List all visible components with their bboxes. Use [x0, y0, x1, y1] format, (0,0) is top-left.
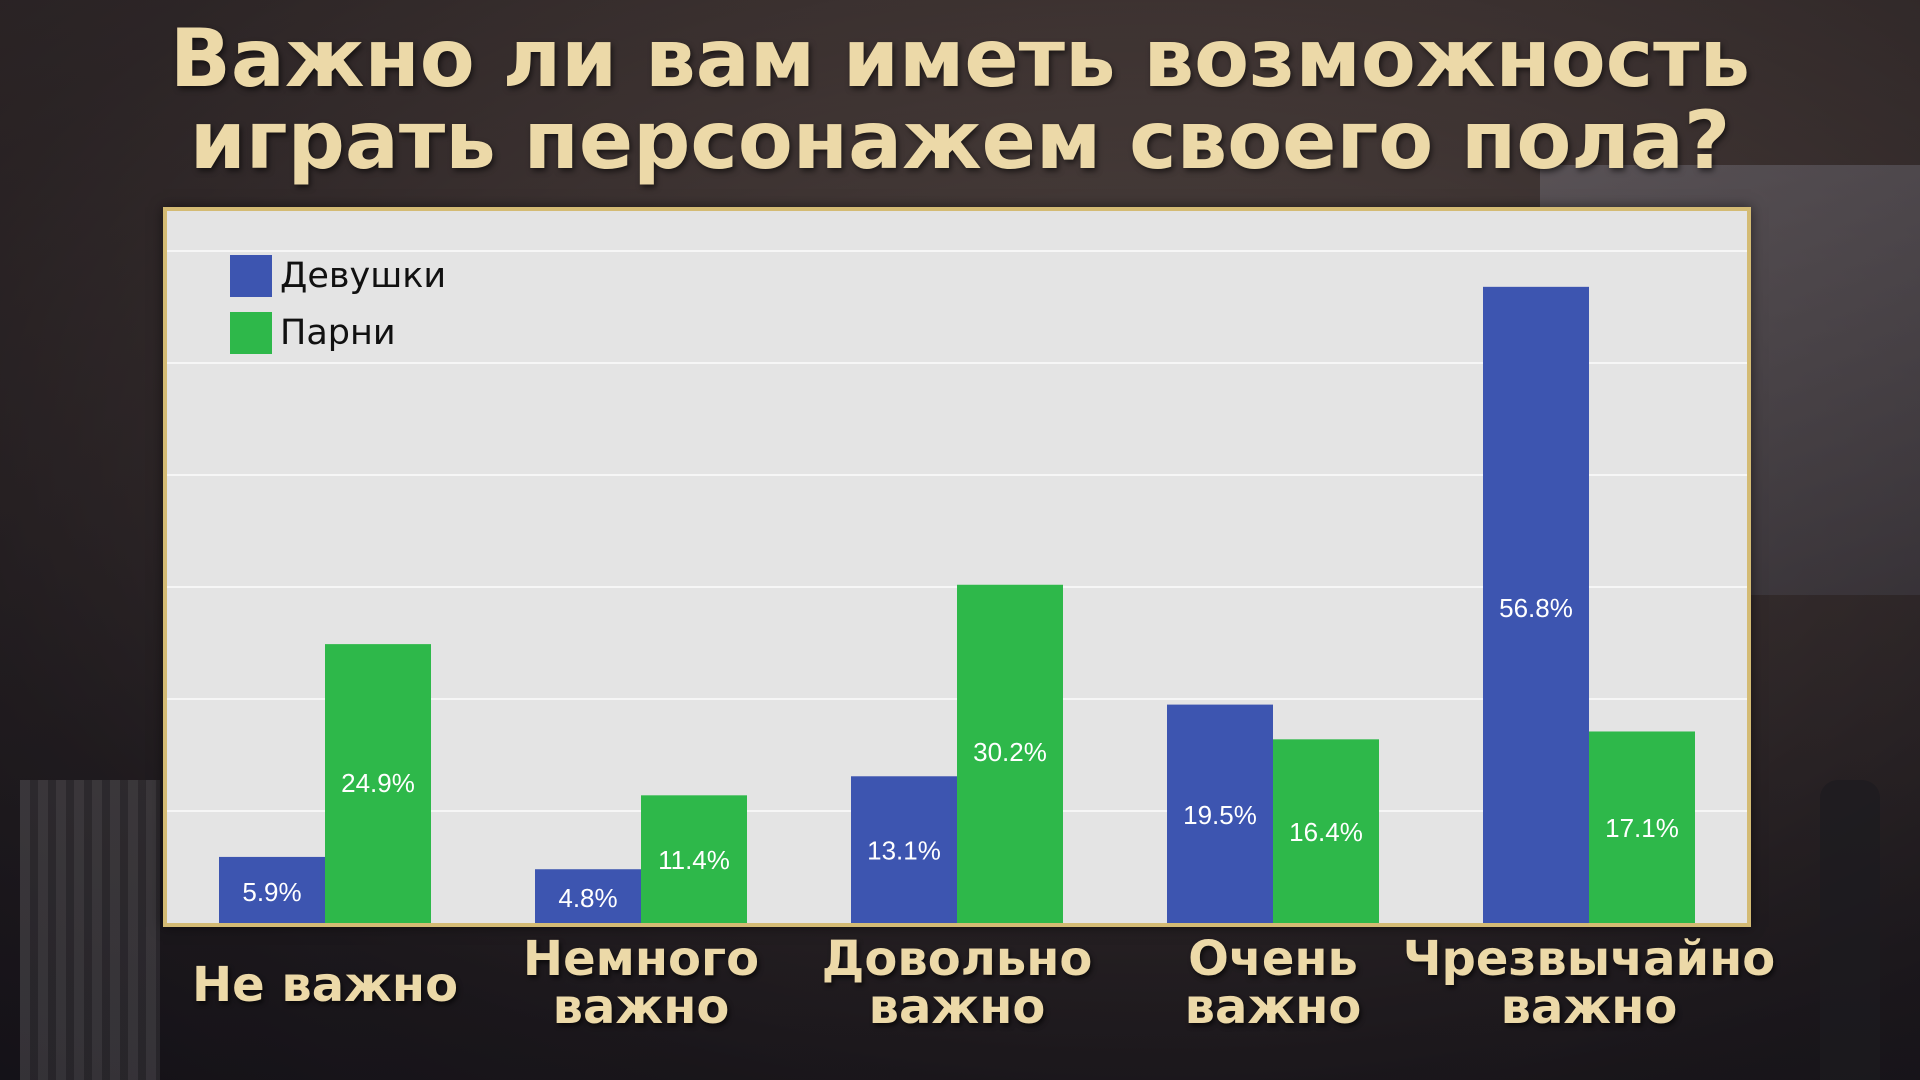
bar-girls-1	[535, 869, 641, 923]
data-label-girls-4: 56.8%	[1499, 593, 1573, 623]
data-label-girls-3: 19.5%	[1183, 800, 1257, 830]
category-label-1-line-1: важно	[552, 979, 730, 1035]
data-label-girls-1: 4.8%	[558, 883, 617, 913]
data-label-boys-3: 16.4%	[1289, 817, 1363, 847]
category-label-4-line-1: важно	[1500, 979, 1678, 1035]
bar-girls-0	[219, 856, 325, 923]
data-label-girls-2: 13.1%	[867, 836, 941, 866]
category-label-4: Чрезвычайно важно	[1399, 935, 1779, 1031]
legend: Девушки Парни	[230, 255, 446, 369]
category-axis-labels: Не важно Немного важно Довольно важно Очень ва…	[0, 935, 1920, 1065]
background-microphone	[1820, 780, 1880, 1080]
category-label-2-line-0: Довольно	[821, 931, 1093, 987]
category-label-1: Немного важно	[451, 935, 831, 1031]
data-label-boys-0: 24.9%	[341, 768, 415, 798]
category-label-3-line-1: важно	[1184, 979, 1362, 1035]
background-radiator	[20, 780, 160, 1080]
legend-label-girls: Девушки	[280, 256, 447, 296]
chart-title-line-1: Важно ли вам иметь возможность	[169, 12, 1751, 105]
category-label-3: Очень важно	[1083, 935, 1463, 1031]
category-label-1-line-0: Немного	[522, 931, 760, 987]
data-label-girls-0: 5.9%	[242, 877, 301, 907]
plot-area: 5.9% 24.9% 4.8% 11.4% 13.1% 30.2% 19.5% 16.4% 56…	[163, 207, 1751, 927]
bar-boys-1	[641, 795, 747, 923]
chart-title-line-2: играть персонажем своего пола?	[189, 94, 1731, 187]
bar-girls-4	[1483, 286, 1589, 923]
category-label-0-line-0: Не важно	[191, 957, 459, 1013]
bar-boys-0	[325, 644, 431, 923]
bar-boys-4	[1589, 731, 1695, 923]
bar-girls-2	[851, 776, 957, 923]
data-label-boys-4: 17.1%	[1605, 813, 1679, 843]
bar-boys-3	[1273, 739, 1379, 923]
legend-swatch-girls	[230, 255, 272, 297]
legend-label-boys: Парни	[280, 313, 396, 353]
legend-swatch-boys	[230, 312, 272, 354]
category-label-2: Довольно важно	[767, 935, 1147, 1031]
chart-title: Важно ли вам иметь возможность играть пе…	[0, 18, 1920, 182]
category-label-2-line-1: важно	[868, 979, 1046, 1035]
category-label-0: Не важно	[135, 961, 515, 1009]
legend-item-boys: Парни	[230, 312, 446, 354]
data-label-boys-2: 30.2%	[973, 737, 1047, 767]
category-label-3-line-0: Очень	[1188, 931, 1358, 987]
category-label-4-line-0: Чрезвычайно	[1402, 931, 1776, 987]
bar-girls-3	[1167, 704, 1273, 923]
legend-item-girls: Девушки	[230, 255, 446, 297]
data-label-boys-1: 11.4%	[658, 845, 730, 875]
bar-chart: 5.9% 24.9% 4.8% 11.4% 13.1% 30.2% 19.5% 16.4% 56…	[167, 250, 1747, 923]
bar-boys-2	[957, 584, 1063, 923]
